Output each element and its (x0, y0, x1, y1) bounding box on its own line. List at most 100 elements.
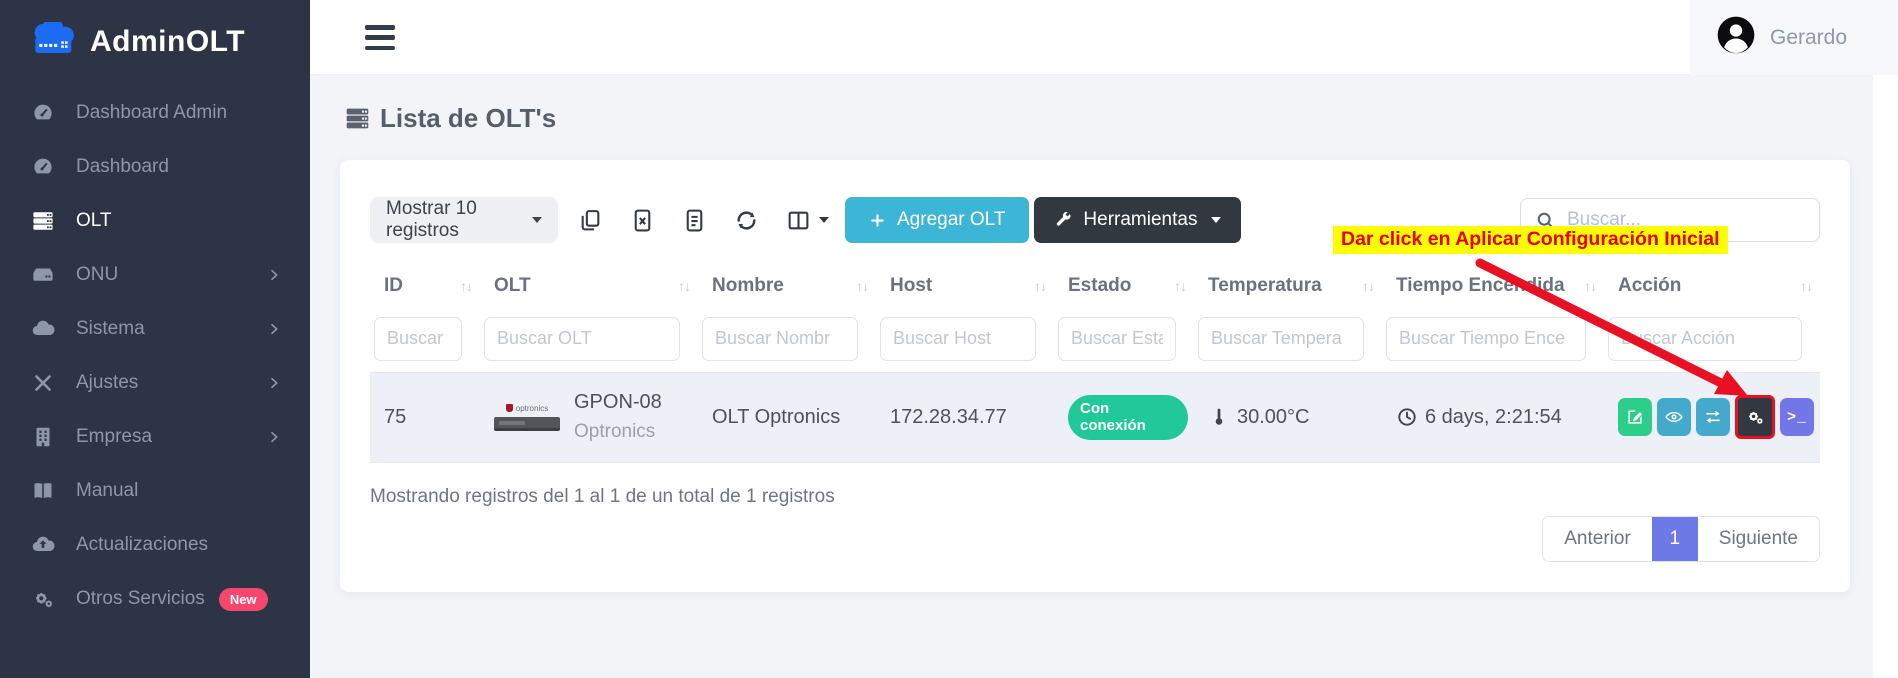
brand[interactable]: AdminOLT (0, 0, 310, 80)
add-olt-button[interactable]: Agregar OLT (845, 197, 1030, 243)
column-header-olt[interactable]: OLT ↑↓ (494, 275, 691, 296)
filter-input-olt[interactable] (484, 316, 680, 361)
search-input[interactable] (1567, 209, 1812, 231)
exchange-icon (1706, 410, 1720, 424)
sidebar-item-dashboard-admin[interactable]: Dashboard Admin (0, 86, 310, 140)
sidebar-item-olt[interactable]: OLT (0, 194, 310, 248)
optronics-logo-icon (505, 404, 513, 412)
column-header-tiempo[interactable]: Tiempo Encendida ↑↓ (1396, 275, 1597, 296)
table-toolbar: Mostrar 10 registros (370, 196, 1820, 244)
copy-button[interactable] (578, 208, 603, 233)
olt-model: GPON-08 (574, 391, 662, 413)
plus-icon (871, 213, 884, 227)
apply-initial-config-button[interactable] (1735, 395, 1775, 439)
book-icon (30, 478, 56, 504)
sort-icon: ↑↓ (1034, 278, 1047, 294)
sort-icon: ↑↓ (1174, 278, 1187, 294)
sidebar-item-manual[interactable]: Manual (0, 464, 310, 518)
pagination-current-page[interactable]: 1 (1651, 517, 1698, 561)
gauge-icon (30, 100, 56, 126)
tools-icon (30, 370, 56, 396)
sync-icon (737, 210, 756, 230)
thermometer-icon (1215, 408, 1223, 425)
building-icon (30, 424, 56, 450)
sidebar-item-label: Dashboard (76, 156, 169, 177)
sidebar-item-label: OLT (76, 210, 112, 231)
sidebar-item-actualizaciones[interactable]: Actualizaciones (0, 518, 310, 572)
pagination-next[interactable]: Siguiente (1697, 517, 1819, 561)
cloud-icon (30, 316, 56, 342)
sidebar-item-ajustes[interactable]: Ajustes (0, 356, 310, 410)
sidebar-item-onu[interactable]: ONU (0, 248, 310, 302)
filter-input-nombre[interactable] (702, 316, 858, 361)
chevron-right-icon (266, 429, 282, 445)
cloud-upload-icon (30, 532, 56, 558)
cell-tiempo-encendida: 6 days, 2:21:54 (1382, 371, 1604, 463)
filter-input-estado[interactable] (1058, 316, 1176, 361)
server-icon (30, 208, 56, 234)
columns-icon (788, 211, 809, 229)
annotation-callout: Dar click en Aplicar Configuración Inici… (1333, 226, 1728, 254)
sidebar-nav: Dashboard Admin Dashboard OLT ONU (0, 86, 310, 626)
terminal-button[interactable]: >_ (1780, 398, 1814, 436)
brand-name: AdminOLT (90, 25, 246, 58)
olt-device-image: optronics (494, 404, 560, 431)
view-button[interactable] (1657, 398, 1691, 436)
filter-input-temperatura[interactable] (1198, 316, 1364, 361)
column-header-id[interactable]: ID ↑↓ (384, 275, 473, 296)
sort-icon: ↑↓ (1584, 278, 1597, 294)
sort-icon: ↑↓ (1362, 278, 1375, 294)
tools-dropdown-button[interactable]: Herramientas (1034, 197, 1242, 243)
eye-icon (1665, 411, 1683, 423)
cell-accion: >_ (1604, 371, 1820, 463)
wrench-icon (1057, 211, 1071, 226)
sidebar-item-otros-servicios[interactable]: Otros Servicios New (0, 572, 310, 626)
user-name: Gerardo (1770, 25, 1848, 49)
column-header-host[interactable]: Host ↑↓ (890, 275, 1047, 296)
sidebar-item-label: Manual (76, 480, 139, 501)
sidebar-item-label: Empresa (76, 426, 153, 447)
gears-icon (30, 586, 56, 612)
olt-table-card: Mostrar 10 registros (340, 160, 1850, 592)
sort-icon: ↑↓ (678, 278, 691, 294)
export-excel-button[interactable] (630, 208, 655, 233)
filter-input-tiempo[interactable] (1386, 316, 1586, 361)
sidebar: AdminOLT Dashboard Admin Dashboard OLT (0, 0, 310, 678)
caret-down-icon (532, 217, 542, 223)
cell-id: 75 (370, 371, 480, 463)
caret-down-icon (819, 217, 829, 223)
filter-input-accion[interactable] (1608, 316, 1802, 361)
topbar: Gerardo (310, 0, 1898, 75)
sidebar-item-label: Otros Servicios (76, 588, 205, 609)
chevron-right-icon (266, 267, 282, 283)
sidebar-item-sistema[interactable]: Sistema (0, 302, 310, 356)
avatar (1716, 15, 1756, 60)
copy-icon (581, 209, 600, 230)
sidebar-item-empresa[interactable]: Empresa (0, 410, 310, 464)
filter-input-id[interactable] (374, 316, 462, 361)
menu-toggle-button[interactable] (365, 25, 395, 50)
sort-icon: ↑↓ (1800, 278, 1813, 294)
cell-host: 172.28.34.77 (876, 371, 1054, 463)
gauge-icon (30, 154, 56, 180)
records-summary: Mostrando registros del 1 al 1 de un tot… (370, 486, 835, 507)
column-header-temperatura[interactable]: Temperatura ↑↓ (1208, 275, 1375, 296)
terminal-icon: >_ (1786, 408, 1807, 426)
sidebar-item-label: ONU (76, 264, 119, 285)
sidebar-item-label: Actualizaciones (76, 534, 209, 555)
column-header-estado[interactable]: Estado ↑↓ (1068, 275, 1187, 296)
refresh-button[interactable] (734, 208, 759, 233)
sidebar-item-dashboard[interactable]: Dashboard (0, 140, 310, 194)
export-file-button[interactable] (682, 208, 707, 233)
filter-input-host[interactable] (880, 316, 1036, 361)
column-visibility-button[interactable] (786, 208, 829, 233)
pagination-prev[interactable]: Anterior (1543, 517, 1652, 561)
olt-brand: Optronics (574, 421, 656, 442)
column-header-accion[interactable]: Acción ↑↓ (1618, 275, 1813, 296)
edit-button[interactable] (1618, 398, 1652, 436)
transfer-button[interactable] (1696, 398, 1730, 436)
column-header-nombre[interactable]: Nombre ↑↓ (712, 275, 869, 296)
length-select[interactable]: Mostrar 10 registros (370, 197, 558, 243)
user-menu[interactable]: Gerardo (1690, 0, 1898, 75)
status-badge: Con conexión (1068, 394, 1188, 440)
